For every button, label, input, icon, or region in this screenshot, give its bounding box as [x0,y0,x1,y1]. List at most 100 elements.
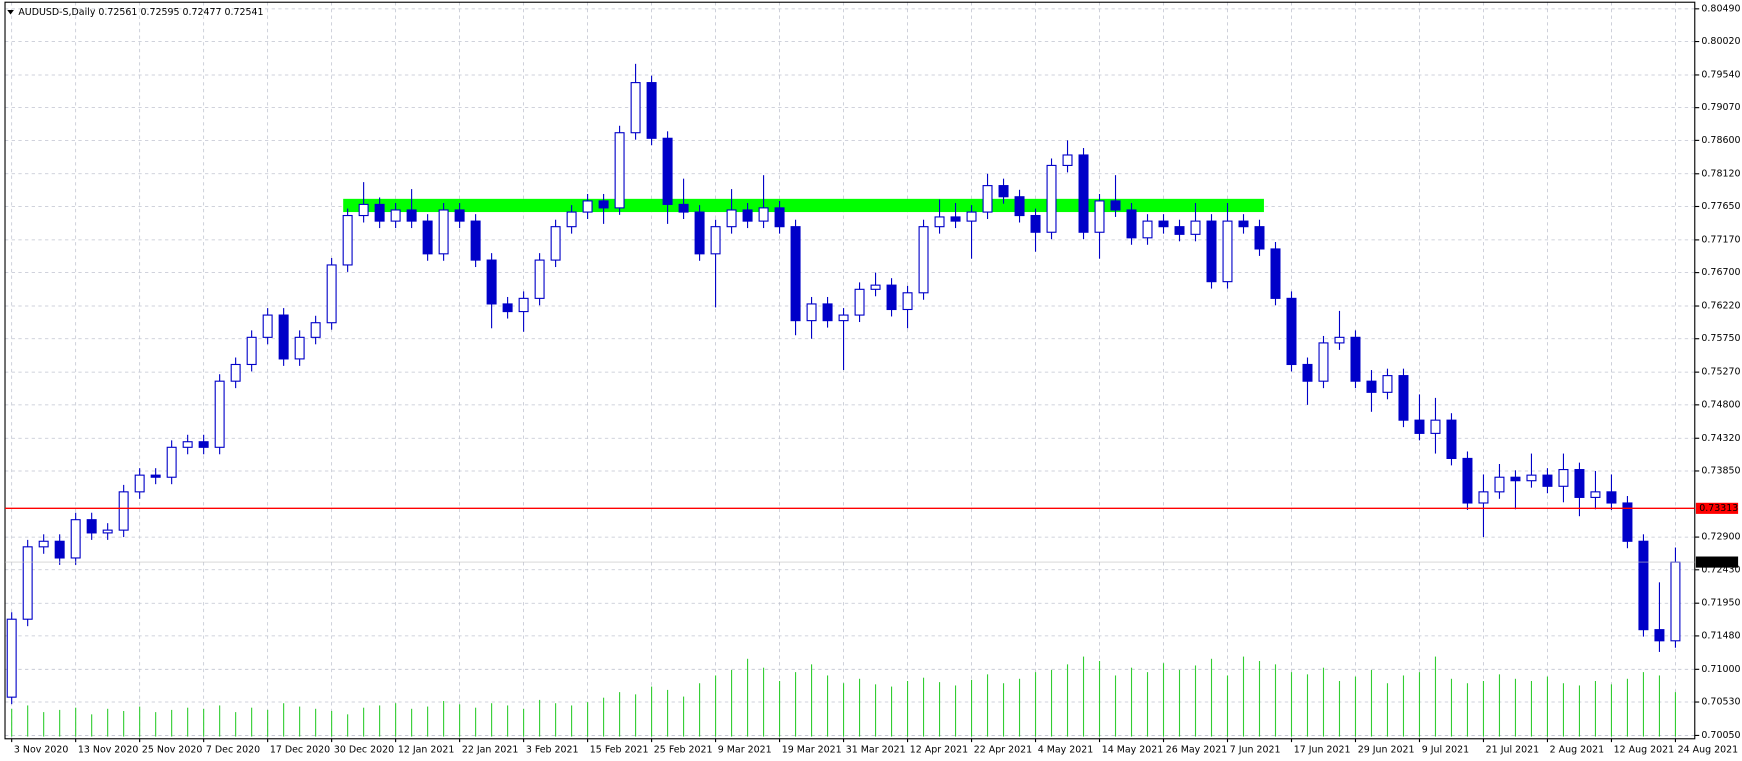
ohlc-value: 0.72595 [140,7,179,18]
candle-body [646,82,657,139]
candle-body [422,220,433,255]
y-tick-label: 0.77170 [1701,234,1740,245]
x-tick-label: 7 Dec 2020 [206,744,260,755]
candle-body [70,519,81,559]
x-tick-label: 24 Aug 2021 [1678,744,1738,755]
y-tick-label: 0.71480 [1701,630,1740,641]
candle-body [1462,457,1473,504]
candle-body [1110,200,1121,211]
y-tick-label: 0.78120 [1701,168,1740,179]
candle-body [1062,154,1073,166]
x-tick-label: 12 Apr 2021 [910,744,968,755]
candle-body [806,303,817,322]
candle-body [886,284,897,311]
candle-body [454,209,465,222]
candle-body [822,303,833,322]
candle-body [1526,474,1537,482]
candle-body [374,203,385,222]
candle-body [1334,336,1345,344]
x-tick-label: 25 Feb 2021 [654,744,713,755]
candle-body [1238,220,1249,228]
candle-body [518,297,529,313]
candle-body [742,209,753,222]
candle-body [1654,629,1665,642]
candle-body [1494,476,1505,493]
y-tick-label: 0.79540 [1701,69,1740,80]
candle-body [1174,226,1185,235]
candle-body [1142,220,1153,239]
x-tick-label: 2 Aug 2021 [1550,744,1604,755]
candle-body [1126,209,1137,239]
candle-body [1318,342,1329,382]
candle-body [150,474,161,478]
grid [5,2,1695,739]
x-tick-label: 12 Aug 2021 [1614,744,1674,755]
candle-body [1574,469,1585,498]
candle-body [710,226,721,255]
candle-body [1206,220,1217,283]
candle-body [326,264,337,324]
candle-body [1078,154,1089,233]
candle-body [182,441,193,448]
candle-body [1606,491,1617,504]
candle-body [982,185,993,213]
candle-body [1446,419,1457,459]
y-tick-label: 0.80020 [1701,36,1740,47]
header: AUDUSD-S,Daily 0.72561 0.72595 0.72477 0… [18,7,263,18]
candle-body [566,211,577,228]
candle-body [342,214,353,266]
x-tick-label: 29 Jun 2021 [1358,744,1415,755]
candle-body [950,216,961,222]
x-tick-label: 9 Mar 2021 [718,744,772,755]
candle-body [486,259,497,305]
y-tick-label: 0.74320 [1701,433,1740,444]
candle-body [1510,476,1521,482]
candle-body [502,303,513,313]
y-tick-label: 0.74800 [1701,399,1740,410]
menu-arrow [7,9,14,15]
x-tick-label: 17 Jun 2021 [1294,744,1351,755]
y-tick-label: 0.71950 [1701,598,1740,609]
candle-body [1350,336,1361,382]
candle-body [230,363,241,382]
zone-layer [343,198,1264,213]
x-tick-label: 7 Jun 2021 [1230,744,1281,755]
candle-body [838,314,849,322]
symbol-title: AUDUSD-S,Daily [18,7,95,18]
candle-body [358,203,369,217]
candle-body [1030,214,1041,233]
candle-body [614,132,625,209]
candle-body [1094,200,1105,233]
y-tick-label: 0.80490 [1701,3,1740,14]
bid-label: 0.72541 [1699,557,1738,568]
candle-body [1270,248,1281,299]
candle-body [1414,419,1425,434]
y-tick-label: 0.70530 [1701,697,1740,708]
x-tick-label: 3 Nov 2020 [14,744,68,755]
candle-body [134,474,145,493]
ohlc-value: 0.72477 [182,7,221,18]
candle-body [22,546,33,620]
candle-body [1622,502,1633,542]
candle-body [262,314,273,338]
x-tick-label: 19 Mar 2021 [782,744,842,755]
candle-body [1558,469,1569,487]
x-tick-label: 3 Feb 2021 [526,744,579,755]
x-tick-label: 21 Jul 2021 [1486,744,1539,755]
y-tick-label: 0.73850 [1701,465,1740,476]
candle-body [998,185,1009,198]
candle-body [406,209,417,222]
x-tick-label: 30 Dec 2020 [334,744,394,755]
x-tick-label: 31 Mar 2021 [846,744,906,755]
candle-body [86,519,97,534]
candle-body [1430,419,1441,434]
candle-body [758,207,769,222]
candle-body [38,540,49,548]
hline-label-bg [1695,502,1739,514]
zone [343,198,1264,213]
candle-body [550,226,561,261]
candle-body [1190,220,1201,235]
candle-body [1366,380,1377,393]
candle-body [102,529,113,534]
